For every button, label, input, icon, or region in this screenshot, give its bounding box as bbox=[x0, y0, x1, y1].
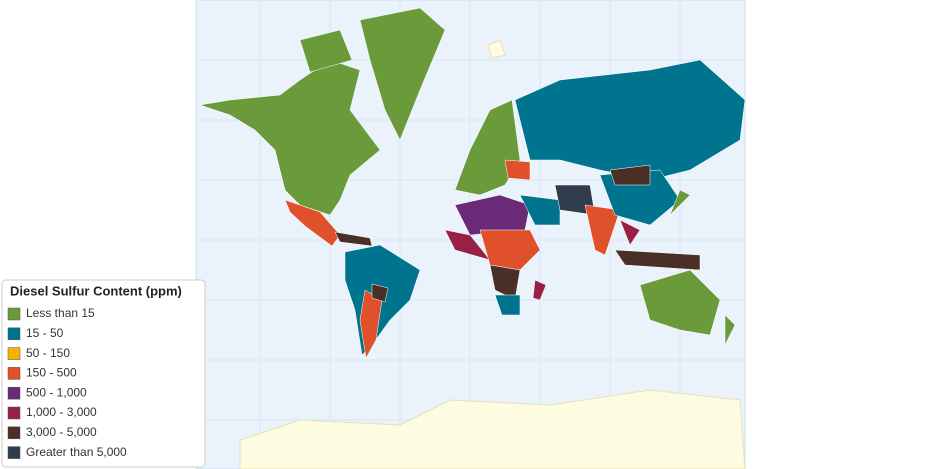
legend-swatch bbox=[7, 446, 21, 459]
southeast-asia bbox=[619, 219, 641, 246]
caribbean bbox=[334, 231, 373, 247]
southern-africa bbox=[494, 294, 521, 316]
svalbard bbox=[487, 39, 506, 59]
bolivia bbox=[371, 283, 389, 303]
antarctica bbox=[239, 389, 746, 469]
north-america bbox=[199, 59, 381, 216]
central-america bbox=[284, 199, 341, 247]
madagascar bbox=[532, 279, 547, 301]
legend-label: 1,000 - 3,000 bbox=[26, 405, 97, 419]
legend: Diesel Sulfur Content (ppm) Less than 15… bbox=[1, 279, 206, 468]
north-africa bbox=[454, 194, 531, 236]
legend-label: Less than 15 bbox=[26, 306, 95, 320]
countries bbox=[199, 7, 746, 359]
indonesia bbox=[614, 249, 701, 271]
legend-label: 50 - 150 bbox=[26, 346, 70, 360]
arctic-islands bbox=[299, 29, 353, 73]
legend-swatch bbox=[7, 347, 21, 360]
central-africa bbox=[479, 229, 541, 271]
arabia bbox=[519, 194, 561, 226]
legend-label: 15 - 50 bbox=[26, 326, 64, 340]
legend-label: 500 - 1,000 bbox=[26, 385, 87, 399]
legend-label: 150 - 500 bbox=[26, 366, 77, 380]
new-zealand bbox=[724, 314, 736, 346]
russia bbox=[514, 59, 746, 181]
legend-label: 3,000 - 5,000 bbox=[26, 425, 97, 439]
mongolia bbox=[609, 164, 651, 186]
legend-label: Greater than 5,000 bbox=[26, 445, 127, 459]
legend-swatch bbox=[7, 307, 21, 321]
legend-swatch bbox=[7, 426, 21, 440]
legend-title: Diesel Sulfur Content (ppm) bbox=[10, 283, 182, 298]
legend-swatch bbox=[7, 327, 21, 341]
legend-swatch bbox=[7, 386, 21, 400]
legend-swatch bbox=[7, 406, 21, 420]
australia bbox=[639, 269, 721, 336]
legend-swatch bbox=[7, 367, 21, 380]
india bbox=[584, 204, 621, 256]
legend-box bbox=[1, 279, 206, 468]
turkey bbox=[504, 159, 531, 181]
greenland bbox=[359, 7, 446, 141]
europe bbox=[454, 99, 521, 196]
japan bbox=[669, 189, 691, 216]
